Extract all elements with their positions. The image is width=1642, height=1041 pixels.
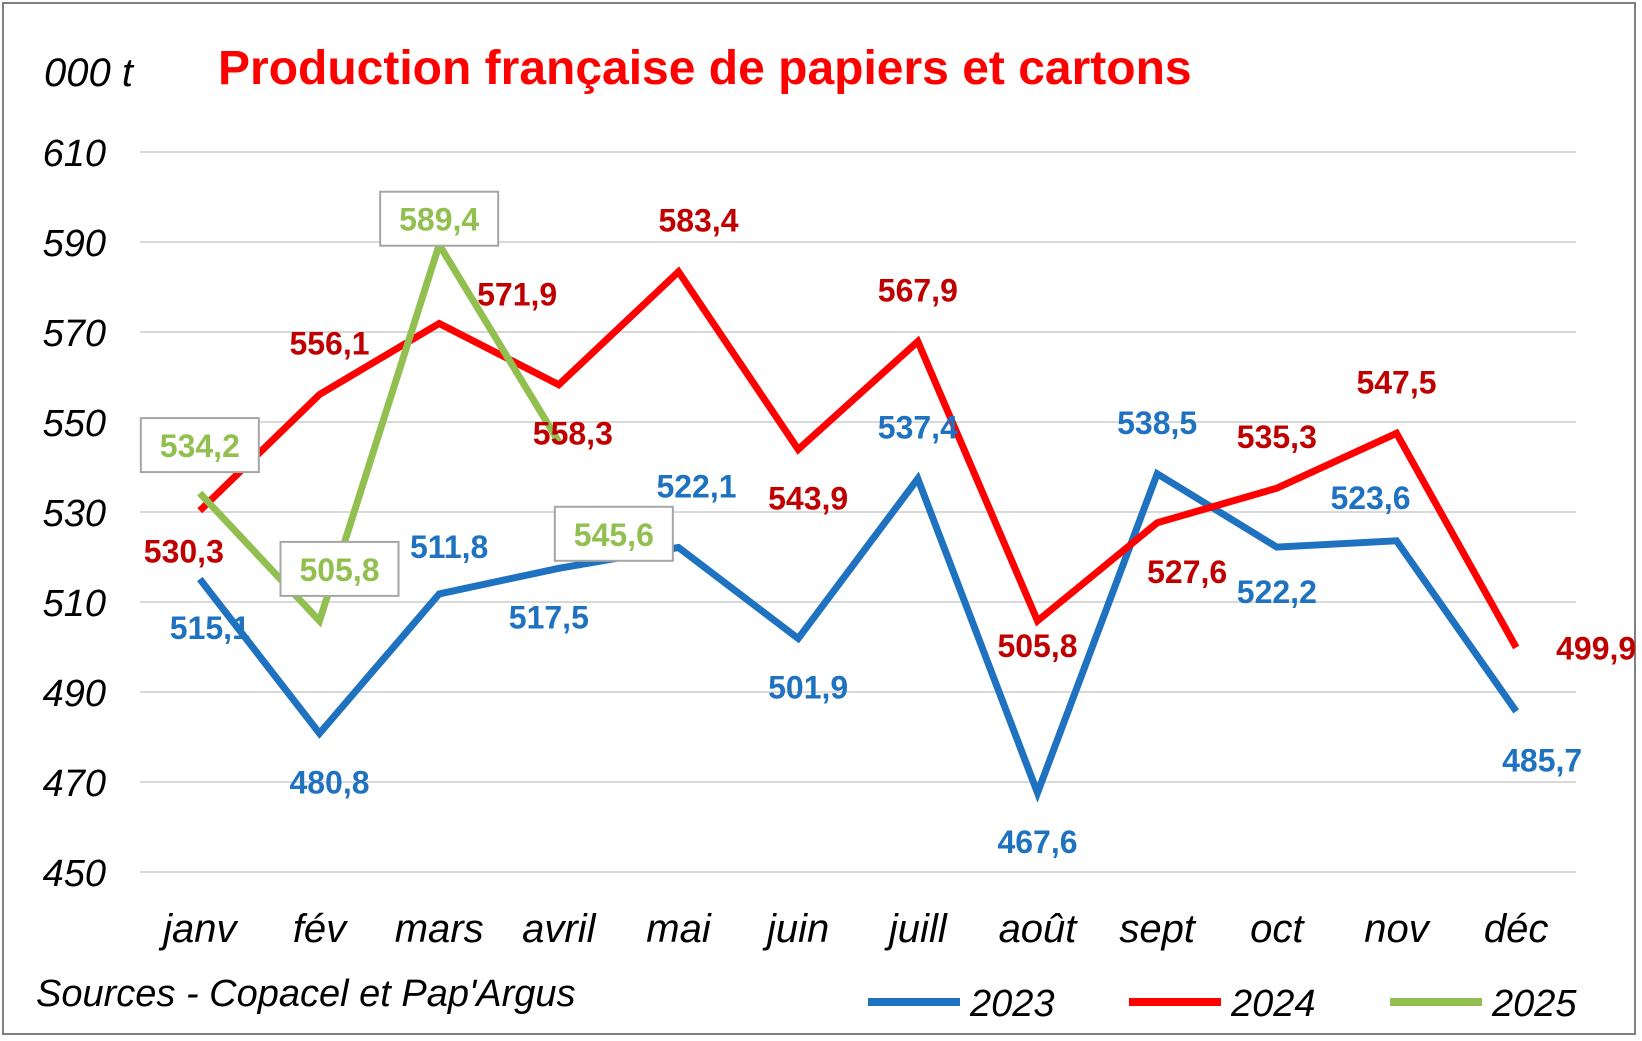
x-tick-label: déc (1484, 907, 1549, 951)
data-label-2023: 522,1 (656, 469, 736, 505)
y-axis-ticks: 450 470 490 510 530 550 570 590 610 (43, 133, 106, 895)
data-label-2023: 501,9 (768, 669, 848, 705)
y-tick-label: 450 (43, 853, 106, 895)
source-note: Sources - Copacel et Pap'Argus (36, 973, 576, 1015)
data-label-2024: 535,3 (1237, 419, 1317, 455)
data-labels: 515,1 480,8 511,8 517,5 522,1 501,9 537,4 467,6… (139, 190, 1636, 860)
data-label-2025: 545,6 (574, 517, 654, 553)
data-label-2025: 589,4 (399, 202, 479, 238)
x-tick-label: fév (293, 907, 348, 951)
x-tick-label: janv (158, 907, 238, 951)
data-label-2024: 505,8 (997, 628, 1077, 664)
unit-label: 000 t (44, 51, 135, 95)
y-tick-label: 590 (43, 223, 106, 265)
data-label-2023: 538,5 (1117, 405, 1197, 441)
x-axis-ticks: janv fév mars avril mai juin juill août sept oct n… (158, 907, 1548, 951)
x-tick-label: avril (522, 907, 596, 951)
y-tick-label: 550 (43, 403, 106, 445)
data-label-2025: 505,8 (299, 552, 379, 588)
data-label-2025: 534,2 (160, 428, 240, 464)
data-label-2024: 571,9 (477, 276, 557, 312)
data-label-2023: 517,5 (509, 599, 589, 635)
data-label-2023: 480,8 (289, 764, 369, 800)
y-tick-label: 490 (43, 673, 106, 715)
data-label-2024: 499,9 (1556, 630, 1636, 666)
y-tick-label: 530 (43, 493, 106, 535)
y-tick-label: 510 (43, 583, 106, 625)
x-tick-label: nov (1364, 907, 1430, 951)
data-label-box (279, 540, 400, 597)
x-tick-label: mai (646, 907, 712, 951)
data-label-2023: 522,2 (1237, 574, 1317, 610)
chart-title: Production française de papiers et carto… (218, 42, 1192, 95)
data-label-2023: 467,6 (997, 824, 1077, 860)
data-label-2024: 558,3 (533, 416, 613, 452)
x-tick-label: sept (1119, 907, 1196, 951)
series-lines (197, 236, 1520, 803)
data-label-2024: 527,6 (1147, 554, 1227, 590)
data-label-2024: 547,5 (1356, 364, 1436, 400)
x-tick-label: juill (884, 907, 948, 951)
series-line-2023 (197, 468, 1520, 803)
x-tick-label: août (999, 907, 1079, 951)
y-tick-label: 470 (43, 763, 106, 805)
y-tick-label: 610 (43, 133, 106, 175)
data-label-2024: 556,1 (289, 326, 369, 362)
legend-label-2024: 2024 (1230, 983, 1316, 1025)
legend: 2023 2024 2025 (868, 983, 1577, 1025)
data-label-2024: 543,9 (768, 480, 848, 516)
y-tick-label: 570 (43, 313, 106, 355)
legend-label-2025: 2025 (1491, 983, 1577, 1025)
series-line-2025 (197, 236, 562, 628)
x-tick-label: oct (1250, 907, 1305, 951)
x-tick-label: mars (395, 907, 484, 951)
legend-label-2023: 2023 (969, 983, 1055, 1025)
data-label-box (139, 417, 260, 474)
x-tick-label: juin (762, 907, 829, 951)
gridlines (140, 151, 1576, 873)
data-label-2023: 485,7 (1502, 742, 1582, 778)
data-label-2023: 515,1 (170, 610, 250, 646)
data-label-2023: 523,6 (1330, 480, 1410, 516)
data-label-2023: 537,4 (878, 410, 958, 446)
data-label-box (379, 190, 500, 247)
data-label-2024: 583,4 (658, 203, 738, 239)
data-label-2024: 567,9 (878, 272, 958, 308)
series-line-2024 (197, 266, 1520, 650)
data-label-2024: 530,3 (144, 534, 224, 570)
data-label-2023: 511,8 (410, 529, 488, 565)
data-label-box (553, 505, 674, 562)
